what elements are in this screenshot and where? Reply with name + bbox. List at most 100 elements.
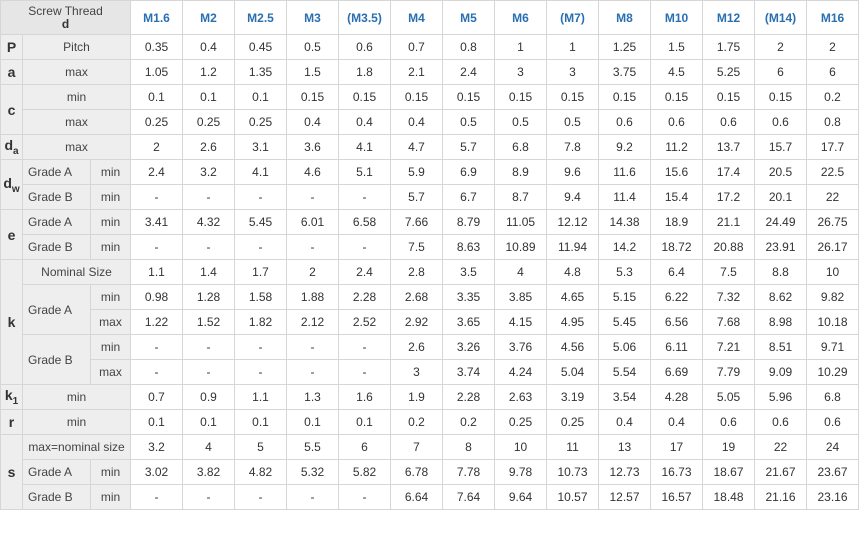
value-cell: 3.26 bbox=[442, 334, 496, 360]
value-cell: 3.6 bbox=[286, 134, 340, 160]
value-cell: 6.7 bbox=[442, 184, 496, 210]
value-cell: 0.1 bbox=[182, 409, 236, 435]
value-cell: 7.64 bbox=[442, 484, 496, 510]
value-cell: 2.8 bbox=[390, 259, 444, 285]
value-cell: 3.1 bbox=[234, 134, 288, 160]
size-header: M5 bbox=[442, 0, 496, 35]
value-cell: - bbox=[338, 484, 392, 510]
value-cell: 4.82 bbox=[234, 459, 288, 485]
limit-label: min bbox=[89, 234, 132, 260]
value-cell: 12.57 bbox=[598, 484, 652, 510]
value-cell: 16.73 bbox=[650, 459, 704, 485]
value-cell: - bbox=[338, 184, 392, 210]
value-cell: 1.7 bbox=[234, 259, 288, 285]
size-header: M3 bbox=[286, 0, 340, 35]
value-cell: 0.15 bbox=[442, 84, 496, 110]
value-cell: 2.6 bbox=[182, 134, 236, 160]
value-cell: 13.7 bbox=[702, 134, 756, 160]
value-cell: 17.7 bbox=[806, 134, 860, 160]
parameter-symbol-text: k bbox=[7, 314, 16, 330]
value-cell: 7.78 bbox=[442, 459, 496, 485]
spec-table-body: P Pitch 0.35 0.4 0.45 0.5 0.6 0.7 0.8 1 1 1.25 1.5 1.… bbox=[0, 34, 860, 510]
value-cell: 0.2 bbox=[806, 84, 860, 110]
value-cell: 0.4 bbox=[390, 109, 444, 135]
parameter-symbol: k1 bbox=[0, 384, 23, 410]
value-cell: 5.9 bbox=[390, 159, 444, 185]
size-header: M2 bbox=[182, 0, 236, 35]
value-cell: 0.1 bbox=[130, 409, 184, 435]
grade-label: Grade A bbox=[22, 284, 91, 335]
value-cell: 0.15 bbox=[650, 84, 704, 110]
value-cell: 17.2 bbox=[702, 184, 756, 210]
value-cell: 7.8 bbox=[546, 134, 600, 160]
value-cell: 6.78 bbox=[390, 459, 444, 485]
value-cell: 1.75 bbox=[702, 34, 756, 60]
value-cell: 11.94 bbox=[546, 234, 600, 260]
value-cell: 22 bbox=[806, 184, 860, 210]
limit-label: min bbox=[89, 284, 132, 310]
value-cell: 2.92 bbox=[390, 309, 444, 335]
value-cell: 20.5 bbox=[754, 159, 808, 185]
value-cell: 21.1 bbox=[702, 209, 756, 235]
value-cell: 0.15 bbox=[286, 84, 340, 110]
value-cell: 6.56 bbox=[650, 309, 704, 335]
value-cell: 0.15 bbox=[754, 84, 808, 110]
value-cell: 3.82 bbox=[182, 459, 236, 485]
value-cell: 5.5 bbox=[286, 434, 340, 460]
value-cell: 3 bbox=[390, 359, 444, 385]
value-cell: 18.67 bbox=[702, 459, 756, 485]
value-cell: 5.05 bbox=[702, 384, 756, 410]
value-cell: 3.54 bbox=[598, 384, 652, 410]
value-cell: 3.2 bbox=[182, 159, 236, 185]
parameter-symbol-text: e bbox=[7, 226, 16, 243]
grade-label: Grade A bbox=[22, 159, 91, 185]
value-cell: 0.5 bbox=[442, 109, 496, 135]
value-cell: 6.69 bbox=[650, 359, 704, 385]
table-row: max 1.22 1.52 1.82 2.12 2.52 2.92 3.65 4.15 4.95 5… bbox=[1, 309, 860, 335]
value-cell: 5.06 bbox=[598, 334, 652, 360]
value-cell: 0.6 bbox=[598, 109, 652, 135]
value-cell: 2.1 bbox=[390, 59, 444, 85]
table-row: k Nominal Size 1.1 1.4 1.7 2 2.4 2.8 3.5 4 4.8 5.3 6… bbox=[0, 259, 860, 385]
value-cell: 8.98 bbox=[754, 309, 808, 335]
value-cell: 11.05 bbox=[494, 209, 548, 235]
value-cell: 2.52 bbox=[338, 309, 392, 335]
value-cell: 5.15 bbox=[598, 284, 652, 310]
table-row: k1 min 0.7 0.9 1.1 1.3 1.6 1.9 2.28 2.63 3.19 3.54 4… bbox=[0, 384, 860, 410]
value-cell: 24 bbox=[806, 434, 860, 460]
size-header: (M3.5) bbox=[338, 0, 392, 35]
value-cell: 0.9 bbox=[182, 384, 236, 410]
size-header: M4 bbox=[390, 0, 444, 35]
parameter-symbol-text: r bbox=[8, 414, 15, 430]
value-cell: 4 bbox=[494, 259, 548, 285]
value-cell: 6.64 bbox=[390, 484, 444, 510]
value-cell: 3.02 bbox=[130, 459, 184, 485]
value-cell: 0.1 bbox=[182, 84, 236, 110]
value-cell: 3.41 bbox=[130, 209, 184, 235]
value-cell: 0.4 bbox=[286, 109, 340, 135]
value-cell: 8.8 bbox=[754, 259, 808, 285]
value-cell: 1.1 bbox=[130, 259, 184, 285]
value-cell: 4.28 bbox=[650, 384, 704, 410]
value-cell: 15.6 bbox=[650, 159, 704, 185]
value-cell: 4.5 bbox=[650, 59, 704, 85]
value-cell: 0.1 bbox=[338, 409, 392, 435]
value-cell: 1.82 bbox=[234, 309, 288, 335]
value-cell: 7.68 bbox=[702, 309, 756, 335]
parameter-symbol: e bbox=[0, 209, 23, 260]
value-cell: 1.25 bbox=[598, 34, 652, 60]
value-cell: 0.7 bbox=[130, 384, 184, 410]
value-cell: 0.6 bbox=[754, 409, 808, 435]
value-cell: 0.4 bbox=[182, 34, 236, 60]
value-cell: 18.72 bbox=[650, 234, 704, 260]
limit-label: min bbox=[89, 459, 132, 485]
value-cell: 0.25 bbox=[130, 109, 184, 135]
value-cell: 7.79 bbox=[702, 359, 756, 385]
value-cell: 17.4 bbox=[702, 159, 756, 185]
value-cell: 9.09 bbox=[754, 359, 808, 385]
value-cell: 6.9 bbox=[442, 159, 496, 185]
value-cell: - bbox=[234, 234, 288, 260]
value-cell: 20.88 bbox=[702, 234, 756, 260]
value-cell: 5.45 bbox=[234, 209, 288, 235]
